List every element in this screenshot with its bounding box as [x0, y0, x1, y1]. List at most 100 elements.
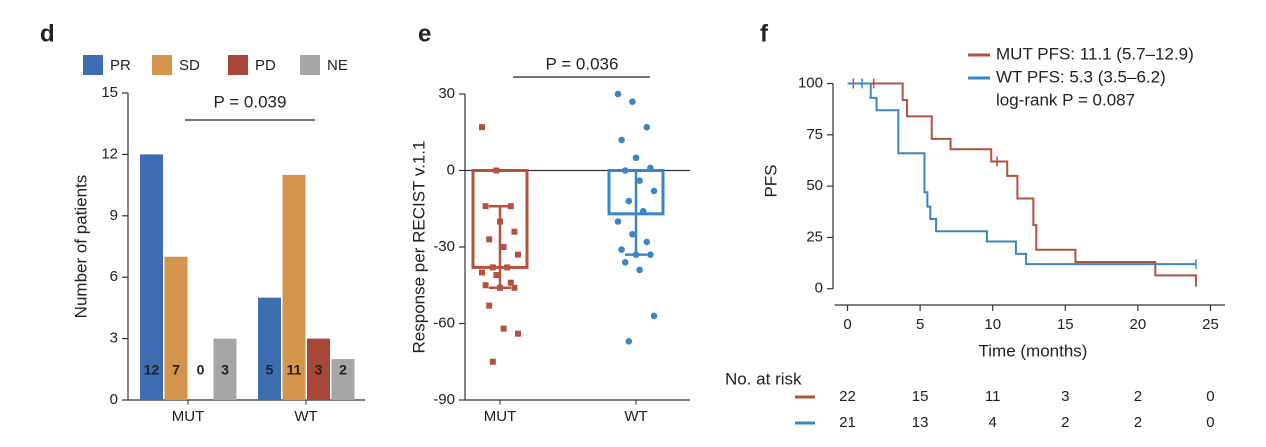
- annotation: P = 0.039: [214, 92, 287, 111]
- panel-letter: e: [418, 20, 431, 47]
- y-axis-label: Response per RECIST v.1.1: [409, 141, 428, 354]
- survival-curve: [847, 82, 1196, 266]
- data-point: [621, 167, 629, 174]
- data-point: [511, 284, 518, 291]
- x-tick-label: 15: [1057, 316, 1074, 333]
- legend-label: PD: [255, 57, 276, 74]
- x-tick-label: MUT: [484, 408, 517, 425]
- data-point: [486, 302, 493, 309]
- data-point: [507, 279, 514, 286]
- bar: [307, 338, 330, 400]
- data-point: [643, 238, 651, 246]
- data-point: [489, 264, 496, 271]
- bar: [258, 297, 281, 400]
- value-label: 11: [287, 362, 302, 378]
- data-point: [625, 338, 633, 345]
- bar: [213, 338, 237, 400]
- data-point: [618, 246, 625, 253]
- annotation: P = 0.036: [546, 54, 619, 73]
- data-point: [486, 236, 493, 243]
- data-point: [614, 90, 622, 98]
- data-point: [621, 259, 629, 266]
- x-tick-label: WT: [624, 408, 647, 425]
- x-tick-label: 20: [1130, 316, 1147, 333]
- data-point: [614, 218, 622, 225]
- data-point: [500, 244, 507, 250]
- risk-count: 0: [1206, 414, 1214, 431]
- value-label: 3: [315, 362, 323, 378]
- risk-count: 2: [1134, 388, 1142, 405]
- y-tick-label: 0: [815, 280, 823, 297]
- legend-swatch: [300, 55, 320, 75]
- bar: [140, 154, 163, 400]
- data-point: [504, 264, 511, 271]
- legend-label: SD: [179, 57, 200, 74]
- x-tick-label: WT: [294, 408, 317, 425]
- data-point: [632, 154, 640, 162]
- y-axis-label: Number of patients: [71, 175, 90, 319]
- data-point: [479, 269, 485, 276]
- data-point: [647, 251, 654, 258]
- survival-curve: [847, 82, 1197, 287]
- x-axis-label: Time (months): [979, 341, 1088, 360]
- y-tick-label: -60: [433, 314, 455, 331]
- y-tick-label: 25: [806, 228, 823, 245]
- legend-label: WT PFS: 5.3 (3.5–6.2): [996, 67, 1166, 86]
- y-tick-label: 15: [101, 84, 118, 101]
- y-tick-label: 0: [447, 161, 455, 178]
- risk-count: 3: [1061, 388, 1069, 405]
- data-point: [482, 203, 489, 210]
- y-tick-label: 0: [110, 391, 118, 408]
- y-tick-label: 6: [110, 268, 118, 285]
- data-point: [515, 251, 521, 258]
- panel-letter: f: [760, 20, 769, 47]
- legend-label: PR: [110, 57, 131, 74]
- bar: [331, 359, 355, 400]
- annotation: log-rank P = 0.087: [996, 90, 1135, 109]
- panel-letter: d: [40, 20, 55, 47]
- x-tick-label: MUT: [172, 408, 205, 425]
- y-tick-label: 50: [806, 177, 823, 194]
- data-point: [493, 167, 500, 174]
- y-tick-label: 100: [798, 74, 823, 91]
- data-point: [647, 164, 654, 172]
- legend-label: MUT PFS: 11.1 (5.7–12.9): [996, 44, 1194, 63]
- data-point: [639, 208, 647, 215]
- data-point: [629, 230, 636, 238]
- risk-count: 15: [912, 388, 929, 405]
- legend-swatch: [228, 55, 248, 75]
- data-point: [497, 218, 503, 225]
- data-point: [650, 187, 658, 195]
- data-point: [650, 312, 658, 320]
- value-label: 12: [144, 362, 160, 378]
- data-point: [515, 330, 521, 337]
- data-point: [643, 123, 651, 131]
- data-point: [636, 177, 643, 184]
- data-point: [629, 98, 636, 105]
- y-tick-label: 30: [438, 85, 455, 102]
- y-axis-label: PFS: [761, 164, 780, 197]
- risk-count: 21: [839, 414, 856, 431]
- bar: [282, 174, 306, 400]
- data-point: [511, 228, 518, 235]
- x-tick-label: 10: [984, 316, 1001, 333]
- risk-count: 2: [1134, 414, 1142, 431]
- data-point: [497, 284, 503, 291]
- legend-label: NE: [327, 57, 348, 74]
- risk-count: 2: [1061, 414, 1069, 431]
- x-tick-label: 5: [916, 316, 924, 333]
- data-point: [507, 203, 514, 210]
- value-label: 0: [197, 362, 205, 378]
- data-point: [618, 136, 625, 144]
- y-tick-label: 12: [101, 145, 118, 162]
- risk-count: 11: [985, 388, 1001, 405]
- risk-count: 4: [989, 414, 997, 431]
- x-tick-label: 25: [1202, 316, 1219, 333]
- data-point: [482, 282, 489, 289]
- data-point: [625, 197, 633, 205]
- risk-count: 13: [912, 414, 929, 431]
- risk-table-title: No. at risk: [725, 369, 802, 388]
- data-point: [636, 266, 643, 274]
- risk-count: 22: [839, 388, 856, 405]
- data-point: [493, 272, 500, 279]
